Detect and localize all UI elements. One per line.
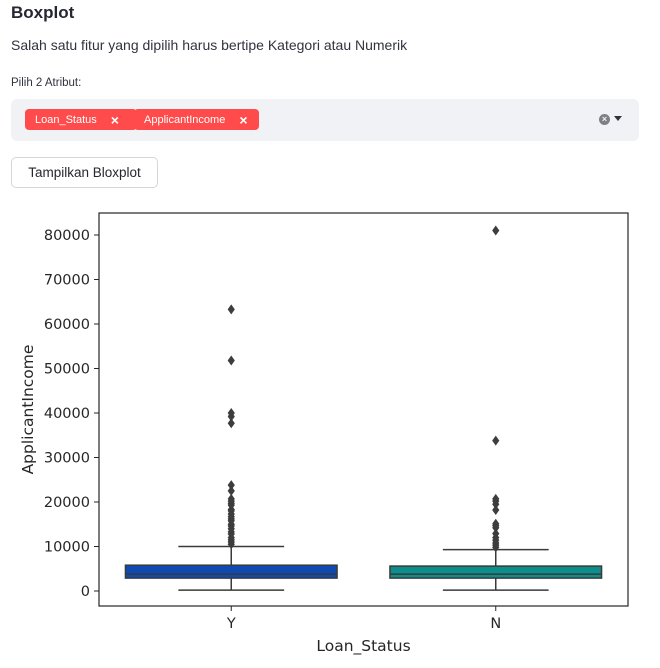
page-title: Boxplot: [11, 3, 75, 22]
outlier-point: [492, 435, 500, 446]
box-N: [389, 565, 603, 579]
y-tick-label: 30000: [44, 451, 90, 467]
outlier-point: [227, 355, 235, 366]
close-icon[interactable]: ×: [239, 111, 248, 128]
plot-frame: [98, 212, 629, 607]
outlier-point: [227, 304, 235, 315]
y-tick-label: 20000: [44, 495, 90, 511]
outlier-point: [227, 480, 235, 491]
y-tick-label: 50000: [44, 362, 90, 378]
outlier-point: [492, 493, 500, 504]
outlier-point: [227, 408, 235, 418]
y-tick-label: 70000: [44, 273, 90, 289]
selected-tag-loan-status: Loan_Status ×: [25, 109, 137, 130]
clear-all-icon[interactable]: ×: [599, 114, 610, 125]
tag-label: ApplicantIncome: [144, 113, 226, 126]
box-Y: [124, 564, 338, 579]
x-tick-label: Y: [226, 616, 236, 632]
outlier-point: [492, 505, 500, 516]
y-tick-label: 10000: [44, 540, 90, 556]
y-axis-label: ApplicantIncome: [19, 345, 37, 475]
y-tick-label: 40000: [44, 406, 90, 422]
outlier-point: [227, 493, 235, 504]
y-tick-label: 0: [81, 584, 90, 600]
page-subtitle: Salah satu fitur yang dipilih harus bert…: [11, 37, 408, 53]
x-axis-label: Loan_Status: [316, 637, 410, 656]
attribute-select-label: Pilih 2 Atribut:: [11, 77, 82, 89]
show-boxplot-button[interactable]: Tampilkan Bloxplot: [11, 157, 158, 188]
x-tick-label: N: [490, 616, 501, 632]
tag-label: Loan_Status: [35, 113, 97, 126]
close-icon[interactable]: ×: [110, 111, 119, 128]
outlier-point: [227, 418, 235, 429]
selected-tag-applicant-income: ApplicantIncome ×: [134, 109, 259, 130]
outlier-point: [492, 528, 500, 539]
y-tick-label: 60000: [44, 317, 90, 333]
outlier-point: [492, 518, 500, 529]
outlier-point: [227, 485, 235, 496]
attribute-multiselect[interactable]: Loan_Status × ApplicantIncome × ×: [11, 99, 639, 141]
outlier-point: [492, 225, 500, 236]
y-tick-label: 80000: [44, 228, 90, 244]
chevron-down-icon[interactable]: [614, 116, 622, 121]
